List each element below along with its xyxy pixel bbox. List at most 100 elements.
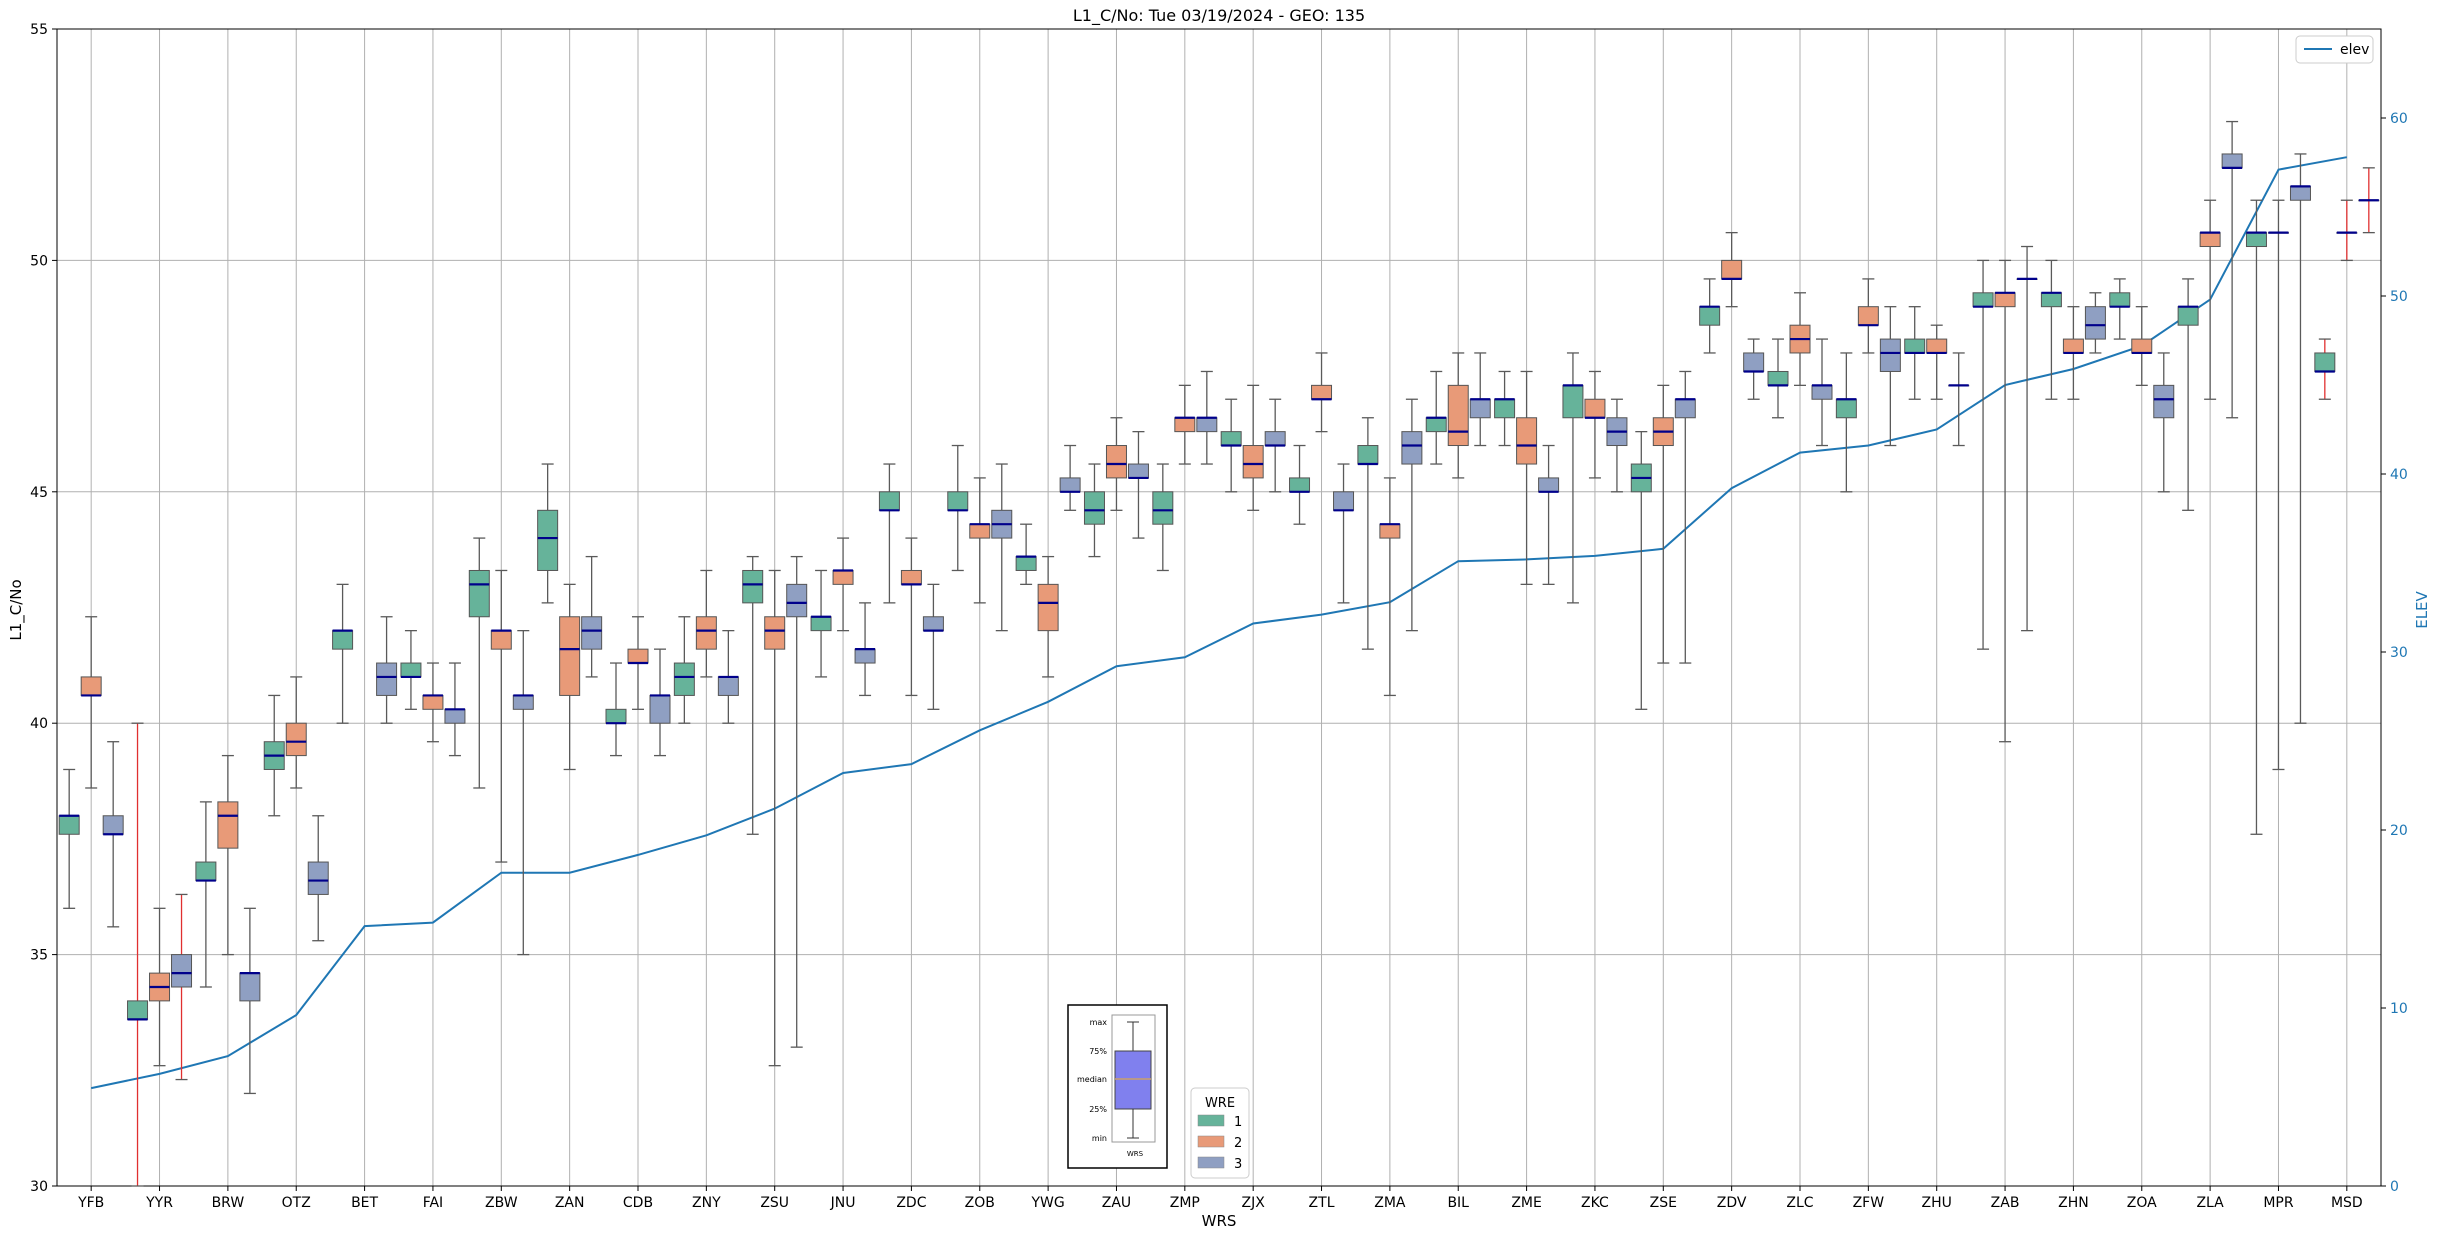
iqr-box [1357, 445, 1379, 465]
box-zse-wre3 [1674, 370, 1696, 664]
right-y-tick-label: 0 [2390, 1179, 2399, 1195]
iqr-box [1469, 398, 1491, 419]
box-zma-wre2 [1379, 477, 1401, 697]
iqr-box [332, 630, 354, 650]
iqr-box [2221, 153, 2243, 169]
wre-legend-swatch-2 [1197, 1135, 1225, 1148]
box-zmp-wre1 [1152, 463, 1174, 572]
iqr-box [1721, 259, 1743, 280]
x-tick-label-zbw: ZBW [485, 1195, 518, 1211]
iqr-box [376, 662, 398, 696]
iqr-box [1311, 384, 1333, 400]
iqr-box [1174, 417, 1196, 433]
box-zdc-wre1 [878, 463, 900, 604]
iqr-box [2177, 306, 2199, 326]
box-zbw-wre2 [490, 569, 512, 863]
box-zjx-wre2 [1242, 384, 1264, 511]
box-yfb-wre3 [102, 741, 124, 928]
y-tick-label: 55 [30, 22, 48, 38]
iqr-box [217, 801, 239, 849]
box-zhn-wre3 [2084, 292, 2106, 354]
box-zau-wre2 [1105, 417, 1127, 511]
box-bil-wre3 [1469, 352, 1491, 447]
x-tick-label-mpr: MPR [2263, 1195, 2294, 1211]
x-tick-label-zdv: ZDV [1717, 1195, 1747, 1211]
box-zhu-wre3 [1948, 352, 1970, 447]
box-jnu-wre3 [854, 602, 876, 697]
box-zau-wre3 [1127, 430, 1149, 539]
box-yfb-wre2 [80, 616, 102, 789]
iqr-box [1857, 306, 1879, 326]
elevation-line [90, 156, 2347, 1090]
boxplot-key-diagram: max 75% median 25% min WRS [1067, 1004, 1168, 1169]
x-tick-label-zab: ZAB [1991, 1195, 2020, 1211]
boxplot-layer [58, 120, 2380, 1187]
right-y-tick-label: 30 [2390, 645, 2408, 661]
iqr-box [1584, 398, 1606, 419]
box-zfw-wre1 [1835, 352, 1857, 493]
iqr-box [2289, 185, 2311, 201]
box-zla-wre1 [2177, 278, 2199, 511]
iqr-box [1105, 445, 1127, 479]
box-fai-wre3 [444, 662, 466, 757]
iqr-box [1220, 431, 1242, 447]
box-zny-wre3 [717, 629, 739, 724]
iqr-box [537, 509, 559, 571]
key-label: min [1092, 1134, 1107, 1143]
x-tick-label-zlc: ZLC [1786, 1195, 1813, 1211]
box-zdv-wre3 [1743, 338, 1765, 400]
right-y-tick-label: 40 [2390, 467, 2408, 483]
key-label: 25% [1089, 1105, 1107, 1114]
iqr-box [2040, 292, 2062, 308]
box-zab-wre3 [2016, 245, 2038, 632]
iqr-box [1152, 491, 1174, 525]
iqr-box [695, 616, 717, 650]
wre-legend-label-1: 1 [1234, 1115, 1242, 1130]
x-tick-label-zhn: ZHN [2058, 1195, 2089, 1211]
box-yyr-wre3 [171, 893, 193, 1081]
axes-layer: 30 35 40 45 50 55 0 10 20 30 40 50 60 YFB YYR BRW OTZ BET… [30, 22, 2408, 1211]
key-label: max [1090, 1018, 1108, 1027]
iqr-box [922, 616, 944, 632]
box-cdb-wre2 [627, 616, 649, 710]
box-jnu-wre2 [832, 537, 854, 632]
x-tick-label-zan: ZAN [555, 1195, 585, 1211]
box-zan-wre2 [559, 583, 581, 771]
iqr-box [1879, 338, 1901, 372]
iqr-box [627, 648, 649, 664]
iqr-box [285, 722, 307, 757]
x-axis-label: WRS [1202, 1212, 1237, 1230]
iqr-box [786, 583, 808, 618]
iqr-box [80, 676, 102, 696]
wre-legend-swatch-3 [1197, 1156, 1225, 1169]
box-zdc-wre2 [900, 537, 922, 697]
iqr-box [444, 708, 466, 724]
box-zse-wre2 [1652, 384, 1674, 664]
x-tick-label-bil: BIL [1447, 1195, 1469, 1211]
key-label: median [1077, 1075, 1107, 1084]
box-zoa-wre3 [2153, 352, 2175, 493]
iqr-box [1767, 370, 1789, 386]
iqr-box [1037, 583, 1059, 632]
iqr-box [673, 662, 695, 696]
key-label: 75% [1089, 1047, 1107, 1056]
box-ywg-wre2 [1037, 555, 1059, 678]
box-mpr-wre1 [2245, 199, 2267, 835]
box-zhu-wre1 [1904, 306, 1926, 400]
box-zhn-wre2 [2062, 306, 2084, 400]
box-zhn-wre1 [2040, 259, 2062, 400]
box-otz-wre3 [307, 815, 329, 942]
iqr-box [102, 815, 124, 835]
x-tick-label-zla: ZLA [2196, 1195, 2224, 1211]
iqr-box [1926, 338, 1948, 354]
grid-layer [57, 29, 2381, 1186]
box-cdb-wre1 [605, 662, 627, 757]
y-tick-label: 40 [30, 716, 48, 732]
box-fai-wre2 [422, 662, 444, 743]
iqr-box [400, 662, 422, 678]
box-zoa-wre2 [2131, 306, 2153, 387]
box-otz-wre2 [285, 676, 307, 789]
iqr-box [2131, 338, 2153, 354]
box-zlc-wre3 [1811, 338, 1833, 447]
box-bil-wre1 [1425, 370, 1447, 465]
